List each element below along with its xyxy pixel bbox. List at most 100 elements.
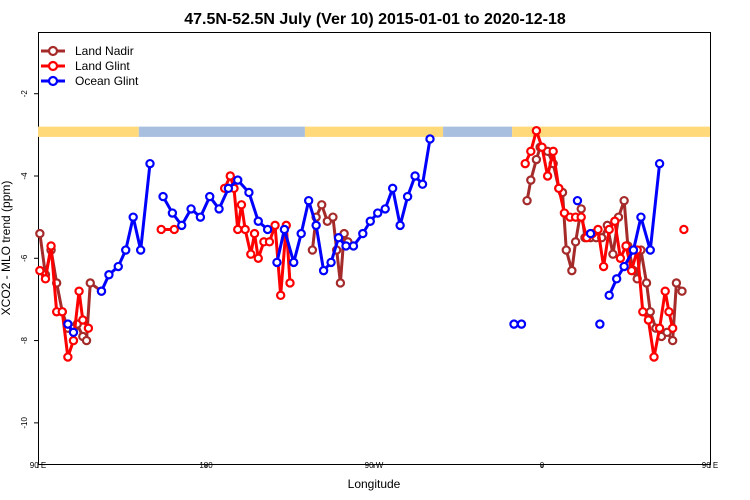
data-point [236,200,247,210]
data-point [158,191,168,202]
data-point [35,228,45,239]
data-point [667,323,678,333]
y-tick-label: -8 [20,336,29,344]
data-point [246,249,256,259]
data-point [531,154,542,165]
data-point [270,220,280,231]
legend-swatch-marker [47,45,59,57]
y-tick-label: -6 [20,254,29,262]
data-point [664,307,674,317]
data-point [85,278,95,288]
data-point [104,270,114,280]
data-point [167,208,178,218]
data-point [570,237,581,247]
data-point [585,228,596,239]
data-point [156,224,166,235]
data-point [326,257,336,268]
data-point [598,261,609,272]
data-point [135,245,146,255]
data-point [677,286,687,296]
data-point [567,265,577,276]
data-point [561,245,571,255]
legend-label: Land Nadir [75,44,134,58]
data-point [671,278,682,288]
data-point [373,208,383,218]
data-point [417,179,428,189]
data-point [81,335,92,346]
data-point [240,224,250,235]
series-layer [35,126,689,362]
data-point [649,352,659,362]
data-point [317,200,327,210]
data-point [233,224,243,235]
data-point [296,228,306,239]
x-axis-label: Longitude [348,477,401,491]
y-axis: -2 -4 -6 -8 -10 [20,90,38,429]
data-point [425,134,435,144]
data-point [311,220,321,231]
data-point [318,265,329,276]
legend-item: Land Glint [41,59,130,73]
data-point [554,183,564,194]
data-point [68,335,79,346]
legend-label: Ocean Glint [75,74,139,88]
data-point [303,195,314,206]
data-point [610,216,620,226]
data-point [195,212,206,222]
data-point [253,253,263,263]
legend-label: Land Glint [75,59,130,73]
data-point [335,278,346,288]
data-point [516,319,527,329]
y-axis-label: XCO2 - MLO trend (ppm) [0,181,13,316]
data-point [628,245,639,255]
data-point [83,323,94,333]
data-point [660,286,670,296]
data-point [619,195,629,206]
data-point [641,278,652,288]
legend-item: Land Nadir [41,44,134,58]
data-point [542,171,553,181]
data-point [272,257,282,268]
series-land-glint [35,126,689,362]
legend-swatch-marker [47,75,59,87]
data-point [402,191,413,202]
land-ocean-bar [38,126,710,137]
data-point [667,335,678,346]
data-point [595,319,605,329]
data-point [78,315,88,325]
data-point [358,228,368,239]
data-point [128,212,138,222]
data-point [223,183,234,194]
series-line [275,138,432,273]
data-point [57,307,67,317]
surface-band-ocean [443,126,513,137]
data-point [169,224,179,235]
data-point [249,228,260,239]
x-tick-label: 0 [540,461,545,470]
data-point [96,286,107,296]
series-line [38,244,90,359]
data-point [608,249,618,259]
x-tick-label: 90 E [702,461,718,470]
data-point [576,204,586,214]
data-point [576,212,586,222]
data-point [214,204,224,214]
series-land-nadir [35,142,687,346]
data-point [177,220,187,231]
data-point [537,142,547,152]
legend-swatch-marker [47,60,59,72]
series-ocean-glint [63,134,665,338]
data-point [289,257,299,268]
data-point [526,146,536,157]
y-tick-label: -2 [20,90,29,98]
data-point [572,195,583,206]
series-line [523,129,675,359]
data-point [262,224,273,235]
data-point [233,175,243,185]
data-point [645,307,655,317]
data-point [333,233,344,243]
data-point [74,286,84,296]
data-point [509,319,519,329]
data-point [626,265,637,276]
